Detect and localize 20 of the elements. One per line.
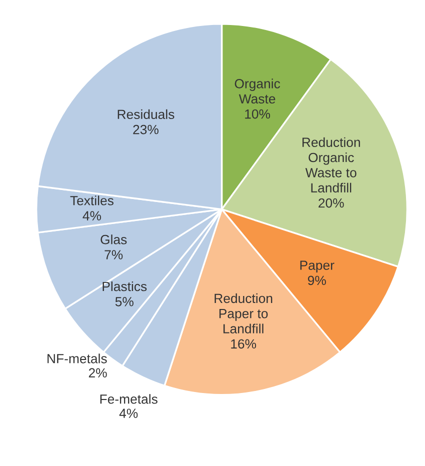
slice-label: Reduction Paper to Landfill xyxy=(214,293,272,334)
data-label: 7% xyxy=(104,250,123,260)
slice-label: NF-metals xyxy=(48,354,107,364)
data-label: 9% xyxy=(308,276,326,286)
slice-label: Organic Waste xyxy=(234,78,280,104)
data-label: 23% xyxy=(133,124,158,134)
data-label: 4% xyxy=(82,211,102,220)
data-label: 20% xyxy=(318,198,344,208)
slice-label: Reduction Organic Waste to Landfill xyxy=(302,137,360,193)
slice-label: Paper xyxy=(300,260,334,273)
slice-label: Textiles xyxy=(70,196,114,206)
slice-label: Residuals xyxy=(118,109,174,120)
data-label: 10% xyxy=(245,109,270,119)
data-label: 4% xyxy=(119,408,138,418)
slice-label: Glas xyxy=(100,234,127,244)
slice-label: Plastics xyxy=(102,281,147,292)
data-label: 5% xyxy=(115,297,134,306)
data-label: 2% xyxy=(88,368,107,378)
slice-label: Fe-metals xyxy=(100,394,158,404)
data-label: 16% xyxy=(231,339,256,349)
